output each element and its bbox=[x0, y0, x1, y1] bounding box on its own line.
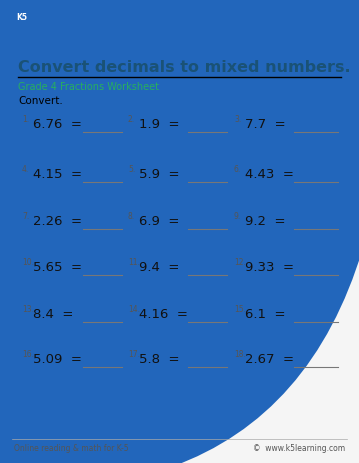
Text: 10.: 10. bbox=[22, 257, 34, 266]
Text: 18.: 18. bbox=[234, 349, 246, 358]
Text: 4.16  =: 4.16 = bbox=[139, 307, 188, 320]
Text: 8.4  =: 8.4 = bbox=[33, 307, 73, 320]
Text: ©  www.k5learning.com: © www.k5learning.com bbox=[253, 443, 345, 452]
Text: 1.9  =: 1.9 = bbox=[139, 118, 180, 131]
FancyBboxPatch shape bbox=[4, 4, 355, 459]
Text: 9.: 9. bbox=[234, 212, 241, 220]
Text: 9.33  =: 9.33 = bbox=[245, 260, 294, 274]
Text: 16.: 16. bbox=[22, 349, 34, 358]
Text: 6.1  =: 6.1 = bbox=[245, 307, 285, 320]
Text: 13.: 13. bbox=[22, 304, 34, 313]
Text: 15.: 15. bbox=[234, 304, 246, 313]
Text: Online reading & math for K-5: Online reading & math for K-5 bbox=[14, 443, 129, 452]
Text: 14.: 14. bbox=[128, 304, 140, 313]
Text: 17.: 17. bbox=[128, 349, 140, 358]
Text: 4.15  =: 4.15 = bbox=[33, 168, 82, 181]
Text: 2.: 2. bbox=[128, 115, 135, 124]
Text: Convert.: Convert. bbox=[18, 96, 63, 106]
Text: 6.9  =: 6.9 = bbox=[139, 214, 180, 227]
Text: 4.43  =: 4.43 = bbox=[245, 168, 294, 181]
Text: 7.7  =: 7.7 = bbox=[245, 118, 286, 131]
Text: 2.26  =: 2.26 = bbox=[33, 214, 82, 227]
Text: 3.: 3. bbox=[234, 115, 241, 124]
Text: Learning: Learning bbox=[29, 15, 81, 25]
Text: 5.9  =: 5.9 = bbox=[139, 168, 180, 181]
Text: 8.: 8. bbox=[128, 212, 135, 220]
Text: Grade 4 Fractions Worksheet: Grade 4 Fractions Worksheet bbox=[18, 82, 159, 92]
Text: 1.: 1. bbox=[22, 115, 29, 124]
Text: 6.: 6. bbox=[234, 165, 241, 174]
Text: 12.: 12. bbox=[234, 257, 246, 266]
Text: Convert decimals to mixed numbers.: Convert decimals to mixed numbers. bbox=[18, 60, 351, 75]
Text: 6.76  =: 6.76 = bbox=[33, 118, 82, 131]
Text: 7.: 7. bbox=[22, 212, 29, 220]
Text: K5: K5 bbox=[17, 13, 28, 22]
Text: 11.: 11. bbox=[128, 257, 140, 266]
Text: 5.09  =: 5.09 = bbox=[33, 352, 82, 365]
Text: 9.4  =: 9.4 = bbox=[139, 260, 180, 274]
Text: 2.67  =: 2.67 = bbox=[245, 352, 294, 365]
Text: 9.2  =: 9.2 = bbox=[245, 214, 285, 227]
Text: 5.: 5. bbox=[128, 165, 135, 174]
Text: 5.65  =: 5.65 = bbox=[33, 260, 82, 274]
Text: 4.: 4. bbox=[22, 165, 29, 174]
Text: 5.8  =: 5.8 = bbox=[139, 352, 180, 365]
